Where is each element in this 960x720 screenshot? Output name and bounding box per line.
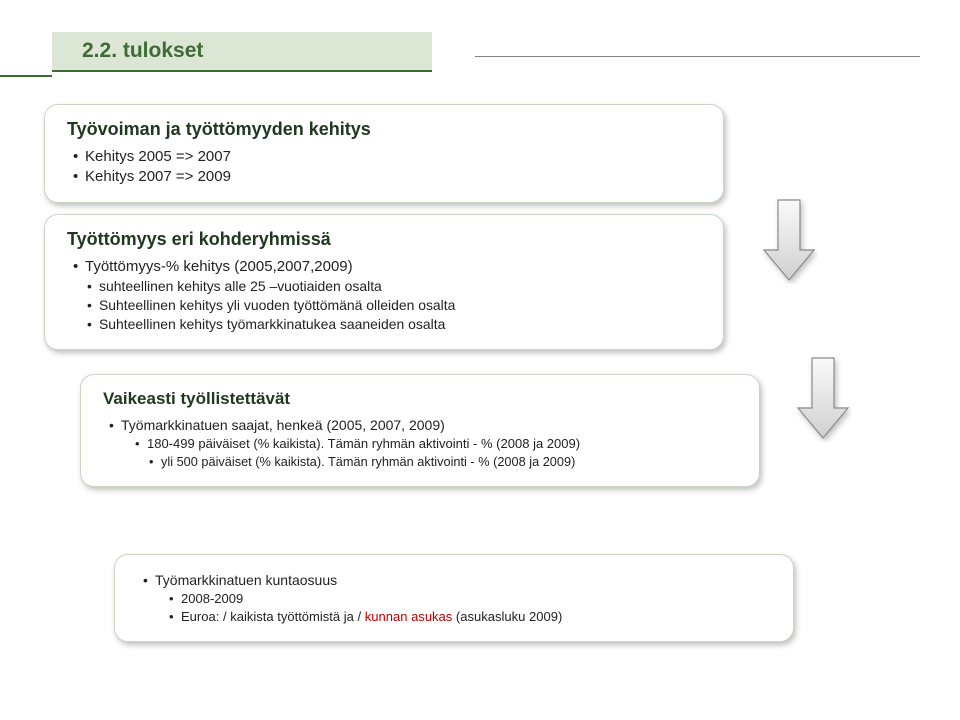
card-workforce-trend: Työvoiman ja työttömyyden kehitys Kehity… [44,104,724,203]
list-item: 2008-2009 [169,591,771,606]
slide-title: 2.2. tulokset [82,39,203,63]
list-item: Suhteellinen kehitys yli vuoden työttömä… [87,297,701,313]
arrow-path [764,200,814,280]
list-item: Euroa: / kaikista työttömistä ja / kunna… [169,609,771,624]
card-hard-to-employ: Vaikeasti työllistettävät Työmarkkinatue… [80,374,760,487]
list-item: Suhteellinen kehitys työmarkkinatukea sa… [87,316,701,332]
text-part: (asukasluku 2009) [452,609,562,624]
arrow-down-icon [760,196,818,284]
list-item: Kehitys 2007 => 2009 [73,168,701,185]
card-municipal-share: Työmarkkinatuen kuntaosuus 2008-2009 Eur… [114,554,794,642]
list-item: Työmarkkinatuen saajat, henkeä (2005, 20… [109,417,737,469]
card-3-heading: Vaikeasti työllistettävät [103,389,737,409]
list-item: Työttömyys-% kehitys (2005,2007,2009) [73,258,701,275]
title-underbar-left [0,75,52,77]
arrow-path [798,358,848,438]
list-item-text: Työmarkkinatuen saajat, henkeä (2005, 20… [121,417,445,433]
card-2-list: Työttömyys-% kehitys (2005,2007,2009) su… [67,258,701,332]
list-item: suhteellinen kehitys alle 25 –vuotiaiden… [87,278,701,294]
card-target-groups: Työttömyys eri kohderyhmissä Työttömyys-… [44,214,724,350]
title-tab: 2.2. tulokset [52,32,432,72]
list-item: 180-499 päiväiset (% kaikista). Tämän ry… [135,436,737,451]
card-3-list: Työmarkkinatuen saajat, henkeä (2005, 20… [103,417,737,469]
list-item: Kehitys 2005 => 2007 [73,148,701,165]
card-1-heading: Työvoiman ja työttömyyden kehitys [67,119,701,140]
list-item: yli 500 päiväiset (% kaikista). Tämän ry… [135,454,737,469]
text-highlight: kunnan asukas [365,609,453,624]
list-item: Työmarkkinatuen kuntaosuus 2008-2009 Eur… [143,572,771,624]
list-item: suhteellinen kehitys alle 25 –vuotiaiden… [73,278,701,332]
list-item: yli 500 päiväiset (% kaikista). Tämän ry… [149,454,737,469]
card-1-list: Kehitys 2005 => 2007 Kehitys 2007 => 200… [67,148,701,185]
text-part: Euroa: / kaikista työttömistä ja / [181,609,365,624]
slide-root: 2.2. tulokset Työvoiman ja työttömyyden … [0,0,960,720]
card-4-list: Työmarkkinatuen kuntaosuus 2008-2009 Eur… [137,572,771,624]
list-item-text: Työmarkkinatuen kuntaosuus [155,572,337,588]
card-2-heading: Työttömyys eri kohderyhmissä [67,229,701,250]
title-divider-right [475,56,920,57]
arrow-down-icon [794,354,852,442]
